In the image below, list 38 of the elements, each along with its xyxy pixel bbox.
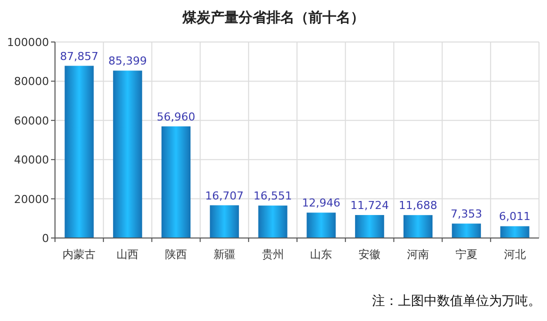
y-tick-label: 80000 xyxy=(14,75,49,88)
bar xyxy=(355,215,384,238)
bar xyxy=(452,224,481,238)
y-tick-label: 20000 xyxy=(14,192,49,206)
x-tick-label: 宁夏 xyxy=(455,248,478,261)
data-label: 6,011 xyxy=(499,210,531,224)
x-tick-label: 山东 xyxy=(310,248,332,261)
data-label: 87,857 xyxy=(60,50,98,63)
text: 注：上图中数值单位为万吨。 xyxy=(372,294,541,309)
bar xyxy=(500,226,530,238)
y-tick-label: 0 xyxy=(42,232,49,245)
x-tick-label: 陕西 xyxy=(165,248,187,261)
data-label: 11,724 xyxy=(350,199,389,212)
x-tick-label: 安徽 xyxy=(358,248,381,261)
y-tick-label: 40000 xyxy=(14,154,49,167)
data-label: 7,353 xyxy=(450,208,482,221)
data-label: 85,399 xyxy=(108,54,147,68)
bar xyxy=(258,206,288,238)
x-tick-label: 内蒙古 xyxy=(62,248,96,261)
x-tick-label: 新疆 xyxy=(213,248,236,261)
bar xyxy=(403,215,433,238)
bar xyxy=(161,126,191,238)
bar xyxy=(64,66,94,238)
bar xyxy=(210,205,239,238)
data-label: 12,946 xyxy=(302,196,340,210)
x-tick-label: 河北 xyxy=(504,248,526,261)
y-tick-label: 60000 xyxy=(14,114,49,128)
x-tick-label: 山西 xyxy=(116,248,139,261)
data-label: 56,960 xyxy=(156,110,196,124)
bar xyxy=(306,212,336,238)
chart-title: 煤炭产量分省排名（前十名） xyxy=(182,9,364,26)
data-label: 11,688 xyxy=(398,199,438,212)
data-label: 16,551 xyxy=(254,190,292,203)
x-tick-label: 河南 xyxy=(407,248,429,261)
data-label: 16,707 xyxy=(205,189,244,202)
x-tick-label: 贵州 xyxy=(262,248,284,261)
y-tick-label: 100000 xyxy=(7,36,49,49)
bar xyxy=(113,70,142,238)
